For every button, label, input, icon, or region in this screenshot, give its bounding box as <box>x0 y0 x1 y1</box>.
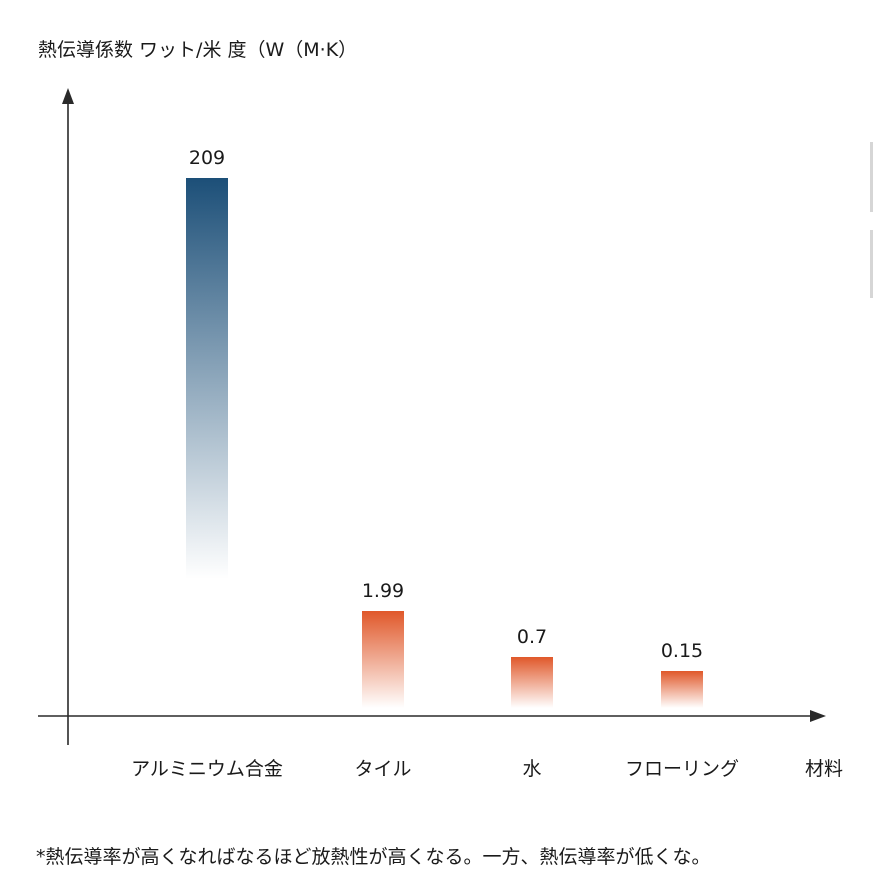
bar-4 <box>661 671 703 708</box>
y-axis-arrow-icon <box>62 88 74 104</box>
value-label-2: 1.99 <box>362 580 404 602</box>
edge-mark-top <box>870 142 873 212</box>
value-label-4: 0.15 <box>661 640 703 662</box>
category-label-2: タイル <box>354 758 411 780</box>
edge-mark-bottom <box>870 230 873 298</box>
bars-group: 209 アルミニウム合金 1.99 タイル 0.7 水 0.15 フローリング <box>131 147 739 780</box>
footnote: *熱伝導率が高くなればなるほど放熱性が高くなる。一方、熱伝導率が低くな。 <box>36 846 711 868</box>
category-label-4: フローリング <box>625 758 739 780</box>
category-label-3: 水 <box>522 758 541 780</box>
bar-3 <box>511 657 553 708</box>
x-axis-label: 材料 <box>805 758 843 780</box>
bar-1 <box>186 178 228 650</box>
value-label-1: 209 <box>189 147 225 169</box>
bar-2 <box>362 611 404 708</box>
x-axis-arrow-icon <box>810 710 826 722</box>
category-label-1: アルミニウム合金 <box>131 758 283 780</box>
value-label-3: 0.7 <box>517 626 547 648</box>
y-axis-label: 熱伝導係数 ワット/米 度（W（M·K） <box>38 39 357 61</box>
